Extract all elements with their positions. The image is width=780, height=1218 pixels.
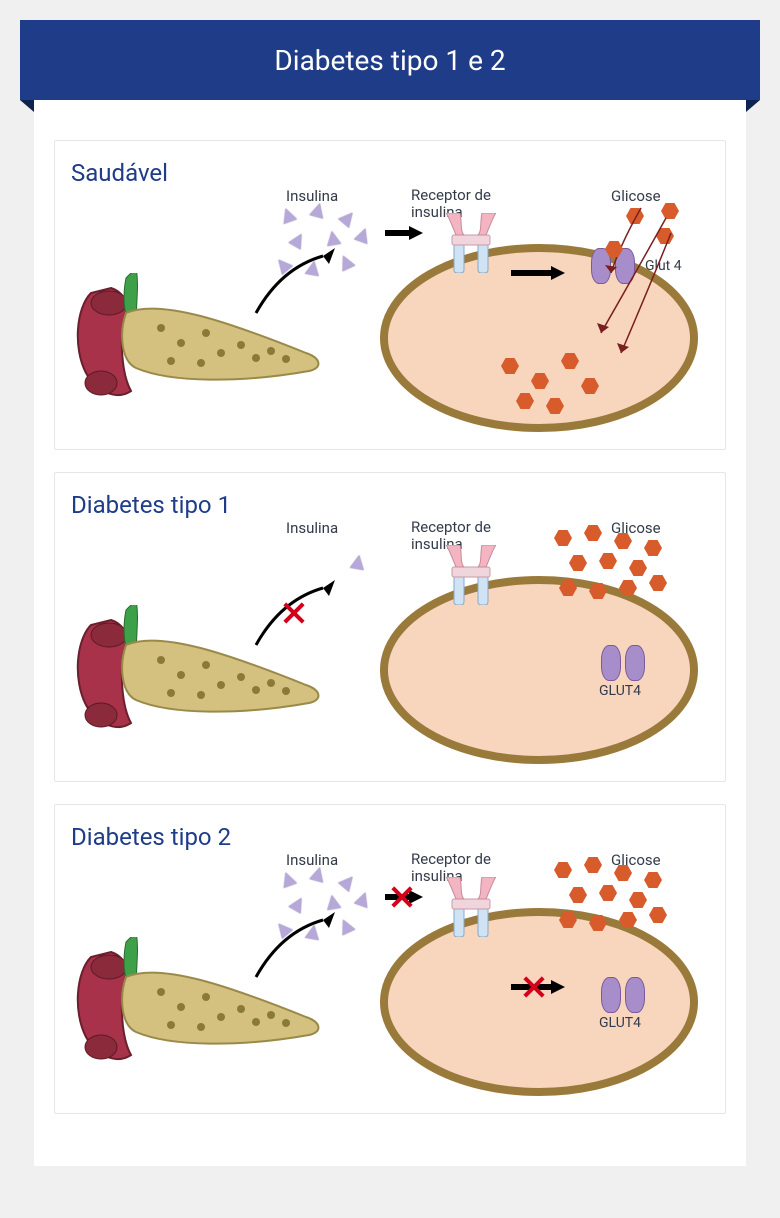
ribbon-fold-left (20, 100, 34, 112)
panel-canvas: InsulinaReceptor de insulinaGlicose GLUT… (71, 525, 709, 775)
panel-title: Diabetes tipo 2 (71, 823, 709, 851)
panel-canvas: InsulinaReceptor de insulinaGlicose Glut… (71, 193, 709, 443)
insulin-cluster (271, 867, 391, 957)
insulin-receptor (446, 877, 496, 937)
banner-container: Diabetes tipo 1 e 2 (0, 0, 780, 100)
title-banner: Diabetes tipo 1 e 2 (20, 20, 760, 100)
label-glut4: GLUT4 (599, 683, 641, 699)
cross-glut4 (521, 974, 547, 1000)
insulin-receptor-icon (446, 877, 496, 937)
insulin-single (350, 554, 366, 570)
arrow-receptor-glut4 (511, 263, 565, 287)
insulin-receptor-icon (446, 545, 496, 605)
insulin-receptor (446, 545, 496, 605)
label-glut4: GLUT4 (599, 1015, 641, 1031)
panel-title: Saudável (71, 159, 709, 187)
glucose-entry-arrows (571, 203, 691, 373)
label-insulina: Insulina (286, 519, 338, 537)
insulin-cluster (271, 203, 391, 293)
title-text: Diabetes tipo 1 e 2 (274, 44, 505, 77)
panels-content: Saudável InsulinaReceptor de insulinaGli… (34, 100, 746, 1166)
insulin-receptor (446, 213, 496, 273)
panel-type2: Diabetes tipo 2 InsulinaReceptor de insu… (54, 804, 726, 1114)
glucose-cluster-out (549, 525, 699, 655)
insulin-receptor-icon (446, 213, 496, 273)
cross-pancreas (281, 600, 307, 626)
glut4-transporter (601, 645, 645, 681)
infographic-root: Diabetes tipo 1 e 2 Saudável InsulinaRec… (0, 0, 780, 1166)
ribbon-fold-right (746, 100, 760, 112)
glucose-cluster-out (549, 857, 699, 987)
panel-type1: Diabetes tipo 1 InsulinaReceptor de insu… (54, 472, 726, 782)
panel-healthy: Saudável InsulinaReceptor de insulinaGli… (54, 140, 726, 450)
panel-title: Diabetes tipo 1 (71, 491, 709, 519)
glut4-transporter (601, 977, 645, 1013)
panel-canvas: InsulinaReceptor de insulinaGlicose GLUT… (71, 857, 709, 1107)
